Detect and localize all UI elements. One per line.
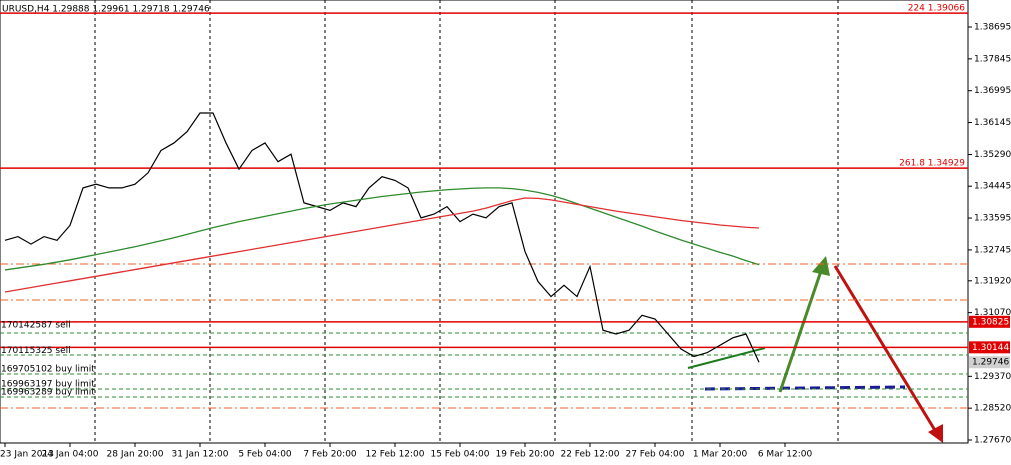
y-tick-label: 1.33595: [974, 214, 1011, 224]
arrow-up: [778, 267, 824, 393]
price-tag: [969, 341, 1010, 354]
x-tick-label: 1 Mar 20:00: [693, 450, 748, 460]
x-tick-label: 5 Feb 04:00: [238, 450, 292, 460]
x-tick-label: 24 Jan 04:00: [42, 450, 99, 460]
series-line: [4, 187, 760, 271]
y-tick-label: 1.36145: [974, 118, 1011, 128]
arrow-up-head: [812, 256, 830, 276]
level-label: 169963197 buy limit: [1, 380, 95, 390]
x-tick-label: 15 Feb 04:00: [430, 450, 489, 460]
arrow-down-head: [928, 424, 943, 443]
y-tick-label: 1.32745: [974, 245, 1011, 255]
y-tick-label: 1.36995: [974, 86, 1011, 96]
price-tag-label: 1.30144: [972, 343, 1009, 353]
y-tick-label: 1.31920: [974, 276, 1011, 286]
y-tick-label: 1.37845: [974, 54, 1011, 64]
y-tick-label: 1.29370: [974, 372, 1011, 382]
y-tick-label: 1.34445: [974, 182, 1011, 192]
y-tick-label: 1.35290: [974, 150, 1011, 160]
x-tick-label: 6 Mar 12:00: [758, 450, 813, 460]
plot-area: [0, 0, 969, 444]
x-tick-label: 7 Feb 20:00: [303, 450, 357, 460]
level-label: 169705102 buy limit: [1, 364, 95, 374]
level-label: 169963289 buy limit: [1, 387, 95, 397]
x-tick-label: 23 Jan 2013: [0, 450, 54, 460]
vertical-grid: [94, 0, 839, 443]
current-price-tag: [969, 356, 1010, 369]
y-tick-label: 1.27670: [974, 436, 1011, 446]
price-tag: [969, 315, 1010, 328]
level-label: 261.8 1.34929: [899, 159, 965, 169]
x-tick-label: 28 Jan 20:00: [107, 450, 164, 460]
x-tick-label: 31 Jan 12:00: [172, 450, 229, 460]
x-tick-label: 12 Feb 12:00: [365, 450, 424, 460]
trend-line: [687, 347, 766, 369]
x-tick-label: 27 Feb 04:00: [625, 450, 684, 460]
x-tick-label: 22 Feb 12:00: [560, 450, 619, 460]
series-line: [4, 112, 760, 363]
price-tag-label: 1.30825: [972, 317, 1009, 327]
y-tick-label: 1.31070: [974, 308, 1011, 318]
current-price-label: 1.29746: [972, 358, 1009, 368]
x-tick-label: 19 Feb 20:00: [495, 450, 554, 460]
level-label: 170115325 sell: [1, 346, 71, 356]
level-label: 170142587 sell: [1, 320, 71, 330]
y-tick-label: 1.38695: [974, 23, 1011, 33]
series-line: [4, 197, 760, 293]
arrow-down: [833, 265, 938, 433]
y-tick-label: 1.28520: [974, 404, 1011, 414]
level-label: 224 1.39066: [908, 4, 966, 14]
chart-title: URUSD,H4 1.29888 1.29961 1.29718 1.29746: [2, 5, 210, 15]
